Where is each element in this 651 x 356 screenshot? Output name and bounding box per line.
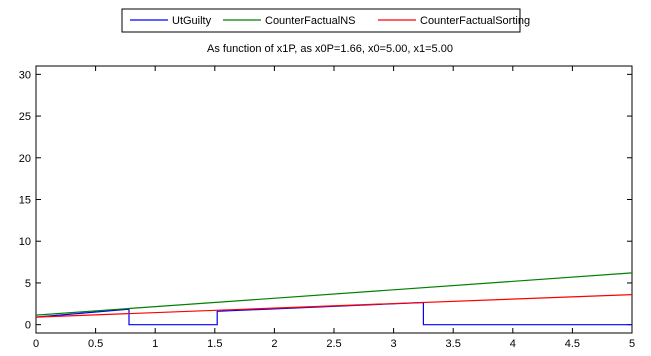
plot-area: 0 0.5 1 1.5 2 2.5 3 3.5 4 4.5 5 0 5 10 15 20 25 30 [19,65,635,350]
legend-label-counterfactualsorting: CounterFactualSorting [420,15,530,27]
x-tick-label: 1.5 [207,338,222,350]
y-tick-label: 25 [19,111,31,123]
y-tick-label: 10 [19,236,31,248]
x-tick-label: 3 [391,338,397,350]
legend-label-utguilty: UtGuilty [172,15,212,27]
x-tick-label: 2.5 [326,338,341,350]
x-tick-label: 0.5 [88,338,103,350]
x-tick-label: 1 [152,338,158,350]
x-tick-label: 4 [510,338,516,350]
y-tick-label: 5 [25,278,31,290]
y-tick-label: 30 [19,69,31,81]
legend: UtGuilty CounterFactualNS CounterFactualSo… [121,8,530,33]
y-tick-label: 20 [19,153,31,165]
axes-frame [35,65,633,334]
x-tick-label: 4.5 [565,338,580,350]
y-tick-label: 15 [19,195,31,207]
x-tick-label: 0 [33,338,39,350]
legend-box [121,8,521,33]
y-axis: 0 5 10 15 20 25 30 [19,69,632,332]
x-tick-label: 3.5 [446,338,461,350]
x-tick-label: 2 [271,338,277,350]
series-lines [35,272,633,326]
series-line-counterfactualsorting [35,294,633,318]
x-tick-label: 5 [629,338,635,350]
series-line-utguilty [35,301,632,326]
chart-title: As function of x1P, as x0P=1.66, x0=5.00… [207,43,453,55]
x-axis: 0 0.5 1 1.5 2 2.5 3 3.5 4 4.5 5 [33,66,635,350]
y-tick-label: 0 [25,320,31,332]
legend-label-counterfactualns: CounterFactualNS [265,15,356,27]
series-line-counterfactualns [35,272,633,316]
